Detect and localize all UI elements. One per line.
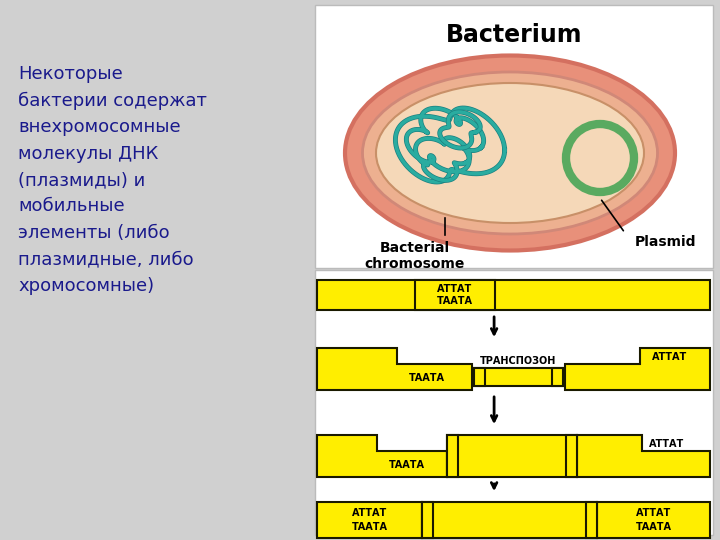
Bar <box>474 368 485 386</box>
Polygon shape <box>577 435 710 477</box>
Polygon shape <box>565 348 710 390</box>
Bar <box>566 435 577 477</box>
Text: ТААТА: ТААТА <box>636 522 672 532</box>
Bar <box>474 368 563 386</box>
Bar <box>317 502 422 538</box>
Text: ТРАНСПОЗОН: ТРАНСПОЗОН <box>480 356 557 366</box>
Text: АТТАТ: АТТАТ <box>652 352 688 362</box>
Ellipse shape <box>577 135 623 181</box>
Ellipse shape <box>345 56 675 251</box>
Bar <box>586 502 597 538</box>
Ellipse shape <box>376 83 644 223</box>
Text: АТТАТ: АТТАТ <box>437 284 472 294</box>
Text: ТААТА: ТААТА <box>351 522 387 532</box>
Bar <box>315 270 713 535</box>
Bar <box>447 435 458 477</box>
FancyBboxPatch shape <box>315 5 713 268</box>
Text: Plasmid: Plasmid <box>634 235 696 249</box>
Text: АТТАТ: АТТАТ <box>636 508 671 518</box>
Text: ТААТА: ТААТА <box>437 296 473 306</box>
Bar <box>415 280 495 310</box>
Text: АТТАТ: АТТАТ <box>352 508 387 518</box>
Text: Bacterial
chromosome: Bacterial chromosome <box>365 241 465 271</box>
Bar <box>447 435 577 477</box>
Ellipse shape <box>566 124 634 192</box>
Bar <box>422 502 597 538</box>
Text: ТААТА: ТААТА <box>389 460 425 470</box>
Ellipse shape <box>362 72 657 234</box>
Text: ТААТА: ТААТА <box>409 373 445 383</box>
Text: Bacterium: Bacterium <box>446 23 582 47</box>
Bar <box>422 502 433 538</box>
Polygon shape <box>317 348 472 390</box>
Text: Некоторые
бактерии содержат
внехромосомные
молекулы ДНК
(плазмиды) и
мобильные
э: Некоторые бактерии содержат внехромосомн… <box>18 65 207 295</box>
Text: АТТАТ: АТТАТ <box>649 439 685 449</box>
Bar <box>597 502 710 538</box>
Bar <box>317 280 710 310</box>
Polygon shape <box>317 435 447 477</box>
Bar <box>552 368 563 386</box>
